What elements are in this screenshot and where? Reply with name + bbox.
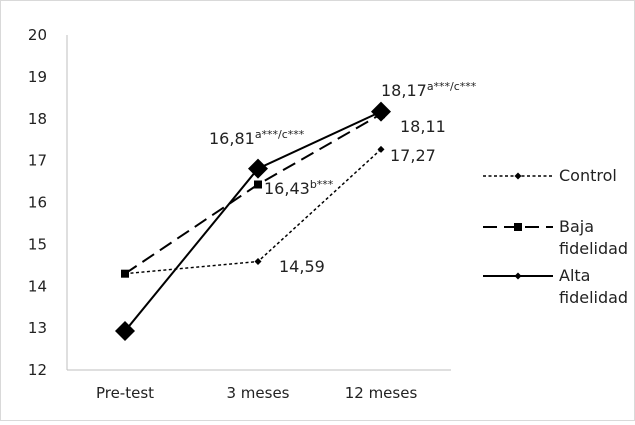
y-tick-label: 13	[28, 319, 47, 337]
data-label-baja-fidelidad: 18,11	[400, 117, 446, 136]
y-tick-label: 12	[28, 361, 47, 379]
legend-item-alta-fidelidad: Alta fidelidad	[483, 266, 628, 307]
data-point-baja-fidelidad	[121, 269, 129, 278]
data-point-control	[377, 145, 385, 153]
y-tick-label: 20	[28, 26, 47, 44]
legend-item-control: Control	[483, 166, 617, 185]
data-label-baja-fidelidad: 16,43b***	[264, 178, 334, 198]
legend-label-alta-fidelidad: Alta fidelidad	[559, 266, 628, 307]
legend-label-control: Control	[559, 166, 617, 185]
legend-label-baja-fidelidad: Baja fidelidad	[559, 217, 628, 258]
series-markers	[115, 101, 391, 342]
x-axis-tick-labels: Pre-test 3 meses 12 meses	[96, 384, 417, 402]
y-tick-label: 14	[28, 277, 47, 295]
y-axis-tick-labels: 12 13 14 15 16 17 18 19 20	[28, 26, 47, 379]
data-point-control	[254, 258, 262, 266]
data-point-alta-fidelidad	[115, 321, 135, 342]
legend-item-baja-fidelidad: Baja fidelidad	[483, 217, 628, 258]
y-tick-label: 17	[28, 152, 47, 170]
data-point-alta-fidelidad	[248, 158, 268, 179]
y-tick-label: 15	[28, 235, 47, 253]
data-label-control: 14,59	[279, 257, 325, 276]
data-label-control: 17,27	[390, 146, 436, 165]
chart-axes	[66, 35, 451, 371]
x-tick-label: 3 meses	[226, 384, 289, 402]
data-point-alta-fidelidad	[371, 101, 391, 122]
legend-marker-control	[514, 172, 522, 180]
y-tick-label: 18	[28, 110, 47, 128]
legend: Control Baja fidelidad Alta fidelidad	[483, 166, 628, 307]
y-tick-label: 16	[28, 194, 47, 212]
y-tick-label: 19	[28, 68, 47, 86]
data-label-alta-fidelidad: 18,17a***/c***	[381, 80, 477, 100]
data-point-baja-fidelidad	[254, 180, 262, 189]
x-tick-label: 12 meses	[345, 384, 418, 402]
legend-marker-alta-fidelidad	[514, 272, 522, 280]
x-tick-label: Pre-test	[96, 384, 154, 402]
data-label-alta-fidelidad: 16,81a***/c***	[209, 128, 305, 148]
data-labels: 14,59 17,27 16,43b*** 18,11 16,81a***/c*** 18…	[209, 80, 477, 276]
legend-marker-baja-fidelidad	[514, 223, 522, 231]
